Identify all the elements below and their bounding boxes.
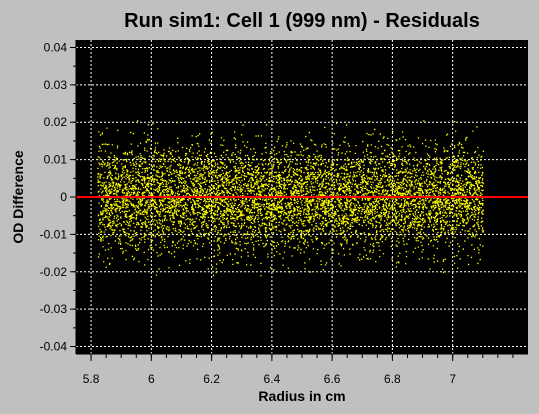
- residual-point: [97, 120, 485, 277]
- x-axis-label: Radius in cm: [258, 388, 345, 404]
- y-tick-label: 0.03: [44, 78, 68, 92]
- y-tick-label: -0.01: [40, 227, 68, 241]
- y-tick-label: 0.02: [44, 115, 68, 129]
- x-tick-label: 7: [449, 372, 456, 386]
- y-tick-label: 0: [60, 190, 67, 204]
- y-tick-label: -0.04: [40, 340, 68, 354]
- chart-title: Run sim1: Cell 1 (999 nm) - Residuals: [124, 10, 480, 32]
- x-tick-label: 6: [148, 372, 155, 386]
- y-tick-label: 0.04: [44, 40, 68, 54]
- y-axis: 0.04 0.03 0.02 0.01 0 -0.01 -0.02 -0.03 -0.04: [40, 40, 77, 354]
- x-tick-label: 6.8: [384, 372, 401, 386]
- residual-points: [97, 120, 485, 277]
- y-tick-label: -0.03: [40, 302, 68, 316]
- x-tick-label: 6.4: [264, 372, 281, 386]
- y-tick-label: 0.01: [44, 153, 68, 167]
- y-tick-label: -0.02: [40, 265, 68, 279]
- y-axis-label: OD Difference: [10, 150, 26, 244]
- x-tick-label: 6.6: [324, 372, 341, 386]
- x-axis: 5.8 6 6.2 6.4 6.6 6.8 7: [76, 353, 528, 386]
- x-tick-label: 5.8: [83, 372, 100, 386]
- x-tick-label: 6.2: [203, 372, 220, 386]
